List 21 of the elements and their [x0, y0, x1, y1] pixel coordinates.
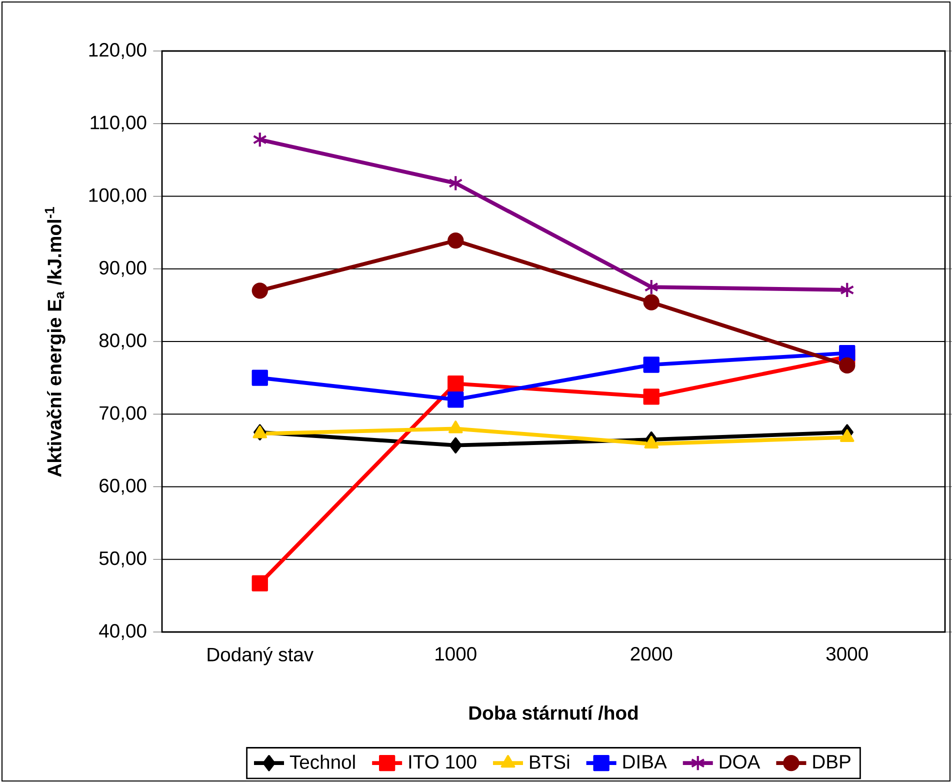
y-axis-title: Aktivační energie E$_{a}$ /kJ.mol$^{-1}$ — [44, 206, 66, 477]
legend-label: Technol — [290, 754, 355, 769]
y-tick-label: 50,00 — [99, 551, 146, 568]
x-tick-label: Dodaný stav — [208, 647, 314, 666]
legend-label: DBP — [813, 755, 850, 768]
y-tick-label: 90,00 — [100, 260, 146, 277]
y-tick-label: 60,00 — [100, 478, 146, 495]
legend-label: ITO 100 — [409, 755, 476, 769]
x-tick-label: 3000 — [826, 647, 868, 661]
y-tick-label: 110,00 — [90, 116, 146, 132]
legend-label: DIBA — [623, 755, 667, 768]
legend-label: DOA — [720, 755, 760, 769]
y-tick-label: 40,00 — [99, 624, 146, 640]
legend-label: BTSi — [530, 754, 570, 769]
x-axis-title: Doba stárnutí /hod — [469, 705, 638, 720]
x-tick-label: 1000 — [436, 647, 476, 661]
y-tick-label: 100,00 — [89, 188, 146, 204]
y-tick-label: 70,00 — [100, 406, 146, 422]
y-tick-label: 120,00 — [89, 43, 146, 60]
y-tick-label: 80,00 — [99, 334, 146, 350]
x-tick-label: 2000 — [630, 647, 672, 661]
